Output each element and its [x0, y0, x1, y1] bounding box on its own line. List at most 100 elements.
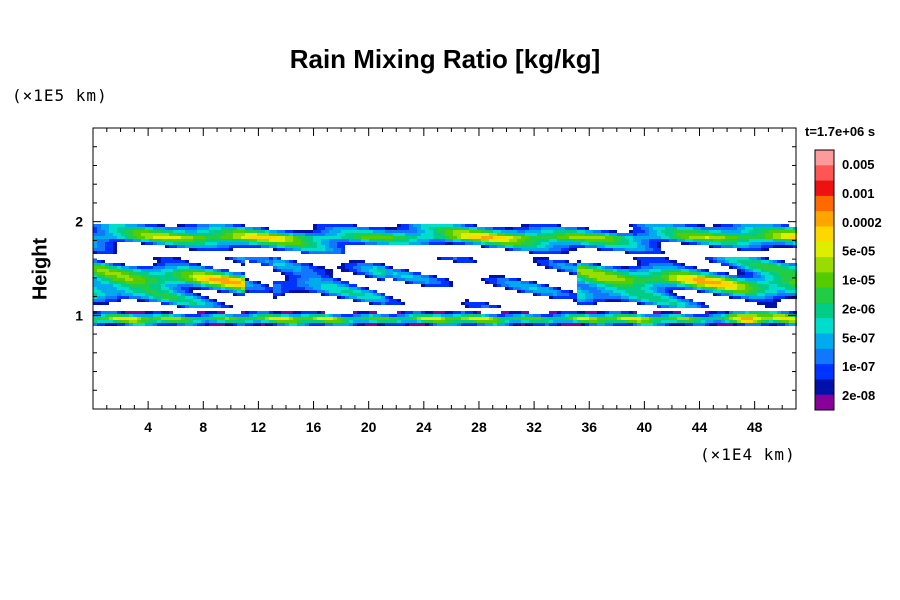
- field-cell: [461, 260, 465, 263]
- field-cell: [165, 299, 169, 302]
- field-cell: [793, 227, 797, 230]
- field-cell: [129, 236, 133, 239]
- field-cell: [653, 224, 657, 227]
- field-cell: [117, 314, 121, 317]
- field-cell: [421, 224, 425, 227]
- colorbar-label: 2e-08: [842, 388, 875, 403]
- field-cell: [609, 230, 613, 233]
- field-cell: [177, 242, 181, 245]
- field-cell: [545, 242, 549, 245]
- field-cell: [213, 245, 217, 248]
- field-cell: [629, 287, 633, 290]
- field-cell: [165, 272, 169, 275]
- field-cell: [613, 239, 617, 242]
- field-cell: [369, 269, 373, 272]
- field-cell: [605, 230, 609, 233]
- field-cell: [757, 293, 761, 296]
- field-cell: [589, 293, 593, 296]
- field-cell: [161, 230, 165, 233]
- field-cell: [149, 293, 153, 296]
- field-cell: [209, 272, 213, 275]
- field-cell: [213, 314, 217, 317]
- field-cell: [357, 296, 361, 299]
- field-cell: [365, 236, 369, 239]
- field-cell: [749, 230, 753, 233]
- field-cell: [457, 260, 461, 263]
- field-cell: [601, 275, 605, 278]
- field-cell: [573, 317, 577, 320]
- field-cell: [769, 299, 773, 302]
- field-cell: [417, 239, 421, 242]
- field-cell: [205, 236, 209, 239]
- field-cell: [461, 242, 465, 245]
- field-cell: [357, 272, 361, 275]
- field-cell: [521, 317, 525, 320]
- field-cell: [169, 233, 173, 236]
- field-cell: [145, 284, 149, 287]
- field-cell: [157, 311, 161, 314]
- field-cell: [773, 260, 777, 263]
- field-cell: [281, 290, 285, 293]
- field-cell: [513, 314, 517, 317]
- field-cell: [737, 272, 741, 275]
- field-cell: [517, 248, 521, 251]
- field-cell: [729, 317, 733, 320]
- field-cell: [437, 233, 441, 236]
- field-cell: [161, 269, 165, 272]
- field-cell: [381, 227, 385, 230]
- field-cell: [669, 269, 673, 272]
- field-cell: [293, 248, 297, 251]
- field-cell: [133, 311, 137, 314]
- field-cell: [533, 236, 537, 239]
- field-cell: [185, 314, 189, 317]
- field-cell: [501, 233, 505, 236]
- field-cell: [669, 230, 673, 233]
- field-cell: [321, 281, 325, 284]
- field-cell: [453, 317, 457, 320]
- field-cell: [373, 242, 377, 245]
- field-cell: [217, 284, 221, 287]
- field-cell: [649, 245, 653, 248]
- field-cell: [245, 257, 249, 260]
- field-cell: [361, 299, 365, 302]
- field-cell: [749, 239, 753, 242]
- field-cell: [533, 260, 537, 263]
- field-cell: [581, 317, 585, 320]
- field-cell: [189, 323, 193, 326]
- field-cell: [789, 293, 793, 296]
- field-cell: [205, 302, 209, 305]
- field-cell: [649, 302, 653, 305]
- field-cell: [305, 275, 309, 278]
- field-cell: [269, 287, 273, 290]
- field-cell: [689, 224, 693, 227]
- field-cell: [217, 245, 221, 248]
- field-cell: [309, 320, 313, 323]
- field-cell: [321, 278, 325, 281]
- field-cell: [265, 287, 269, 290]
- field-cell: [277, 236, 281, 239]
- field-cell: [433, 227, 437, 230]
- field-cell: [549, 311, 553, 314]
- field-cell: [745, 227, 749, 230]
- field-cell: [273, 314, 277, 317]
- field-cell: [129, 287, 133, 290]
- field-cell: [461, 224, 465, 227]
- field-cell: [313, 233, 317, 236]
- field-cell: [345, 293, 349, 296]
- field-cell: [225, 236, 229, 239]
- field-cell: [777, 320, 781, 323]
- field-cell: [401, 272, 405, 275]
- field-cell: [625, 266, 629, 269]
- field-cell: [541, 263, 545, 266]
- field-cell: [185, 293, 189, 296]
- field-cell: [645, 227, 649, 230]
- field-cell: [685, 278, 689, 281]
- field-cell: [201, 323, 205, 326]
- field-cell: [793, 242, 797, 245]
- field-cell: [749, 257, 753, 260]
- field-cell: [749, 260, 753, 263]
- field-cell: [501, 239, 505, 242]
- field-cell: [725, 320, 729, 323]
- field-cell: [105, 284, 109, 287]
- field-cell: [113, 296, 117, 299]
